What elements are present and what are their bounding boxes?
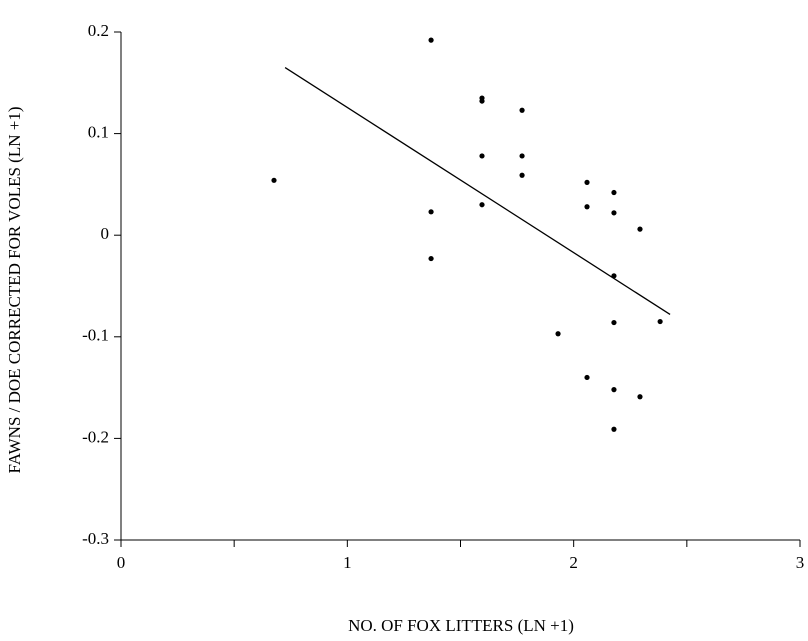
point — [611, 319, 617, 326]
y-tick-label: 0.1 — [88, 123, 109, 142]
x-tick-label: 0 — [117, 553, 126, 572]
point — [611, 387, 617, 393]
point — [555, 331, 561, 337]
point — [428, 37, 434, 43]
point — [584, 204, 590, 210]
point — [519, 172, 525, 178]
y-tick-label: -0.3 — [82, 529, 109, 548]
x-tick-label: 2 — [569, 553, 578, 572]
point — [428, 255, 434, 262]
point — [657, 318, 663, 325]
y-axis-label: FAWNS / DOE CORRECTED FOR VOLES (LN +1) — [5, 107, 24, 474]
y-tick-label: -0.1 — [82, 326, 109, 345]
point — [637, 226, 643, 232]
x-axis-label: NO. OF FOX LITTERS (LN +1) — [348, 616, 574, 635]
point — [271, 177, 277, 183]
x-tick-label: 1 — [343, 553, 352, 572]
point — [584, 374, 590, 381]
point — [611, 426, 617, 432]
point — [428, 209, 434, 215]
point — [519, 153, 525, 159]
point — [637, 394, 643, 400]
point — [479, 153, 485, 159]
y-tick-label: 0 — [101, 224, 110, 243]
point — [519, 107, 525, 113]
point — [611, 210, 617, 216]
y-tick-label: -0.2 — [82, 427, 109, 446]
trend-line — [284, 67, 671, 315]
point — [584, 179, 590, 185]
x-tick-label: 3 — [796, 553, 805, 572]
point — [611, 189, 617, 196]
point — [479, 98, 485, 104]
point — [479, 202, 485, 208]
y-tick-label: 0.2 — [88, 21, 109, 40]
